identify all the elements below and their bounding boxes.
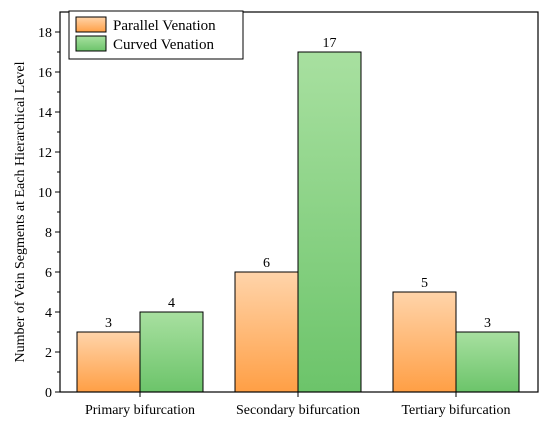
bar-curved-0 bbox=[139, 311, 204, 393]
y-tick-label: 16 bbox=[38, 66, 52, 81]
data-label: 3 bbox=[484, 316, 491, 331]
y-tick-label: 14 bbox=[38, 106, 52, 121]
legend-swatch bbox=[75, 35, 107, 52]
data-label: 17 bbox=[323, 36, 337, 51]
y-tick-label: 18 bbox=[38, 26, 52, 41]
legend-label: Parallel Venation bbox=[113, 18, 216, 34]
bar-curved-1 bbox=[297, 51, 362, 393]
y-tick-label: 10 bbox=[38, 186, 52, 201]
legend-label: Curved Venation bbox=[113, 37, 214, 53]
legend: Parallel Venation Curved Venation bbox=[68, 10, 244, 60]
y-tick-label: 6 bbox=[45, 266, 52, 281]
y-tick-label: 0 bbox=[45, 386, 52, 401]
bar-parallel-1 bbox=[234, 271, 299, 393]
bar-parallel-2 bbox=[392, 291, 457, 393]
y-tick-label: 8 bbox=[45, 226, 52, 241]
y-axis-label: Number of Vein Segments at Each Hierarch… bbox=[13, 61, 28, 362]
axes-group: 0 2 4 6 8 10 12 14 16 18 Primary bifurcation Second… bbox=[38, 11, 539, 418]
y-tick-label: 12 bbox=[38, 146, 52, 161]
data-label: 4 bbox=[168, 296, 175, 311]
data-label: 5 bbox=[421, 276, 428, 291]
x-tick-label: Secondary bifurcation bbox=[236, 403, 360, 418]
bar-parallel-0 bbox=[76, 331, 141, 393]
bar-curved-2 bbox=[455, 331, 520, 393]
plot-frame bbox=[59, 11, 539, 393]
data-label: 3 bbox=[105, 316, 112, 331]
data-label: 6 bbox=[263, 256, 270, 271]
legend-swatch bbox=[75, 16, 107, 33]
bars-group: 3 4 6 17 5 3 bbox=[76, 36, 520, 393]
x-tick-label: Primary bifurcation bbox=[85, 403, 195, 418]
y-tick-label: 2 bbox=[45, 346, 52, 361]
y-tick-label: 4 bbox=[45, 306, 52, 321]
x-tick-label: Tertiary bifurcation bbox=[401, 403, 510, 418]
